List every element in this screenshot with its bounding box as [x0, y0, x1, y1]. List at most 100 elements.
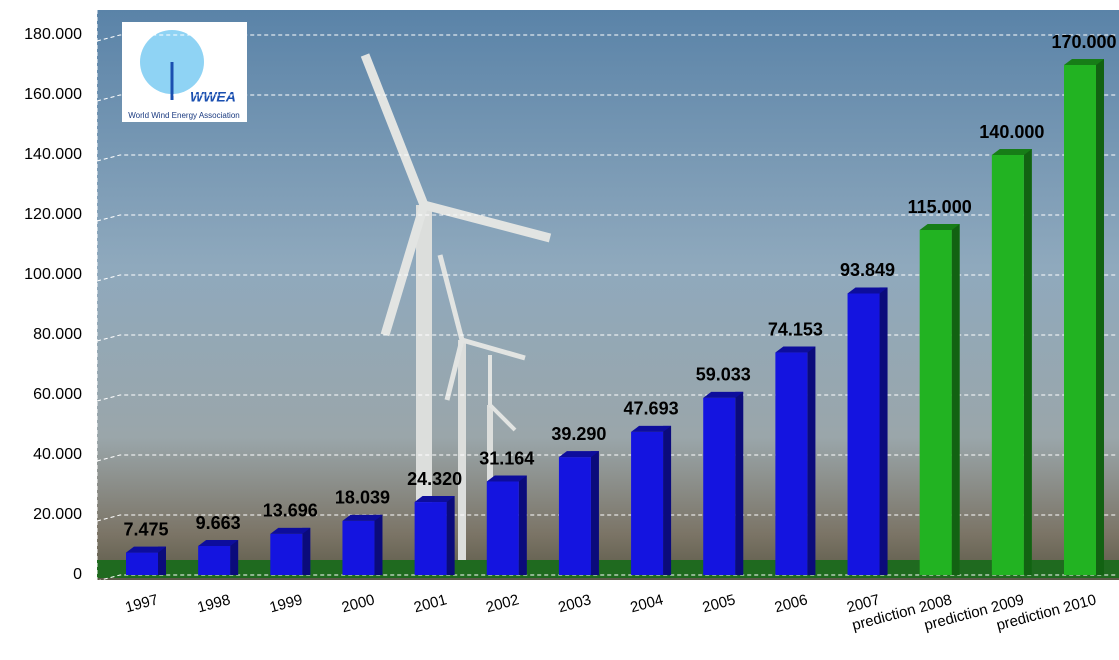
bar-side — [374, 514, 383, 575]
bar-side — [735, 391, 744, 575]
bar-top — [486, 475, 527, 482]
bar-side-shade — [807, 346, 816, 575]
x-tick-label: 2000 — [340, 591, 377, 616]
y-tick-label: 140.000 — [24, 146, 82, 163]
bar — [919, 230, 952, 575]
bar — [847, 293, 880, 575]
bar-side — [663, 425, 672, 575]
bar-top-shade — [919, 224, 960, 230]
bar-top — [919, 224, 960, 230]
bar-top — [270, 527, 311, 534]
bar-side-shade — [374, 514, 383, 575]
bar-top — [126, 546, 166, 553]
logo: WWEA World Wind Energy Association — [122, 22, 247, 122]
value-label: 74.153 — [768, 319, 823, 339]
bar-side — [1023, 149, 1032, 575]
grid-line — [96, 214, 1116, 222]
x-tick-label: 1997 — [123, 591, 160, 616]
x-tick-label: 1999 — [268, 591, 305, 616]
bar-top-shade — [198, 540, 239, 547]
x-tick-label: 2001 — [412, 591, 449, 616]
bar-side-shade — [302, 527, 311, 575]
bar — [342, 520, 375, 575]
grid-line — [96, 154, 1116, 162]
y-tick-label: 100.000 — [24, 266, 82, 283]
bar-top — [847, 287, 888, 294]
bar-side — [879, 287, 888, 575]
bar-top — [703, 391, 744, 398]
bar-top-shade — [991, 149, 1032, 155]
x-tick-label: 2005 — [701, 591, 738, 616]
grid-line — [96, 94, 1116, 102]
logo-subtitle: World Wind Energy Association — [128, 111, 239, 120]
bar — [558, 457, 591, 575]
bar-top — [775, 346, 816, 353]
bar-top-shade — [631, 425, 672, 432]
bar-top-shade — [775, 346, 816, 353]
y-tick-label: 80.000 — [33, 326, 82, 343]
grid-line — [96, 274, 1116, 282]
y-tick-label: 180.000 — [24, 26, 82, 43]
bar-side — [518, 475, 527, 575]
bar — [1064, 65, 1096, 575]
bar — [270, 533, 303, 575]
x-tick-label: 2004 — [629, 591, 666, 616]
bar-side — [446, 496, 455, 575]
bar-top — [631, 425, 672, 432]
bar-top-shade — [414, 496, 455, 503]
x-tick-label: 2002 — [484, 591, 521, 616]
value-label: 93.849 — [840, 260, 895, 280]
logo-title: WWEA — [190, 89, 236, 105]
value-label: 140.000 — [979, 122, 1044, 142]
bar-side-shade — [879, 287, 888, 575]
bar-side-shade — [230, 540, 239, 575]
y-tick-label: 120.000 — [24, 206, 82, 223]
bar — [991, 155, 1024, 575]
bar-side — [302, 527, 311, 575]
value-label: 59.033 — [696, 365, 751, 385]
bar-top-shade — [342, 514, 383, 521]
bar-side — [807, 346, 816, 575]
value-label: 170.000 — [1051, 32, 1116, 52]
bar — [631, 431, 664, 575]
value-label: 31.164 — [479, 448, 534, 468]
bar — [198, 546, 231, 575]
value-label: 39.290 — [551, 424, 606, 444]
bar-side-shade — [1023, 149, 1032, 575]
bar-side-shade — [1096, 59, 1104, 575]
bar-top-shade — [486, 475, 527, 482]
bar-side-shade — [446, 496, 455, 575]
bar-top — [1064, 59, 1104, 65]
bar-side-shade — [158, 546, 166, 575]
value-label: 115.000 — [908, 197, 972, 217]
bar-side-shade — [951, 224, 960, 575]
value-label: 47.693 — [624, 399, 679, 419]
y-tick-label: 0 — [73, 566, 82, 583]
bar — [703, 397, 736, 575]
bar-top — [558, 451, 599, 458]
bar-top-shade — [126, 546, 166, 553]
bar-side-shade — [590, 451, 599, 575]
bar — [775, 352, 808, 575]
bar-top-shade — [1064, 59, 1104, 65]
bar-side-shade — [663, 425, 672, 575]
bar-top — [342, 514, 383, 521]
y-tick-label: 60.000 — [33, 386, 82, 403]
value-label: 13.696 — [263, 501, 318, 521]
bar-top-shade — [847, 287, 888, 294]
value-label: 9.663 — [196, 513, 241, 533]
grid-line — [96, 34, 1116, 42]
bar-top-shade — [558, 451, 599, 458]
bar-top-shade — [270, 527, 311, 534]
bar-side — [590, 451, 599, 575]
bar-side — [230, 540, 239, 575]
value-label: 18.039 — [335, 488, 390, 508]
bar — [486, 481, 519, 575]
y-tick-label: 160.000 — [24, 86, 82, 103]
bar-side — [1096, 59, 1104, 575]
value-label: 7.475 — [123, 519, 168, 539]
grid-line — [96, 334, 1116, 342]
bar-top — [198, 540, 239, 547]
bar-top — [414, 496, 455, 503]
